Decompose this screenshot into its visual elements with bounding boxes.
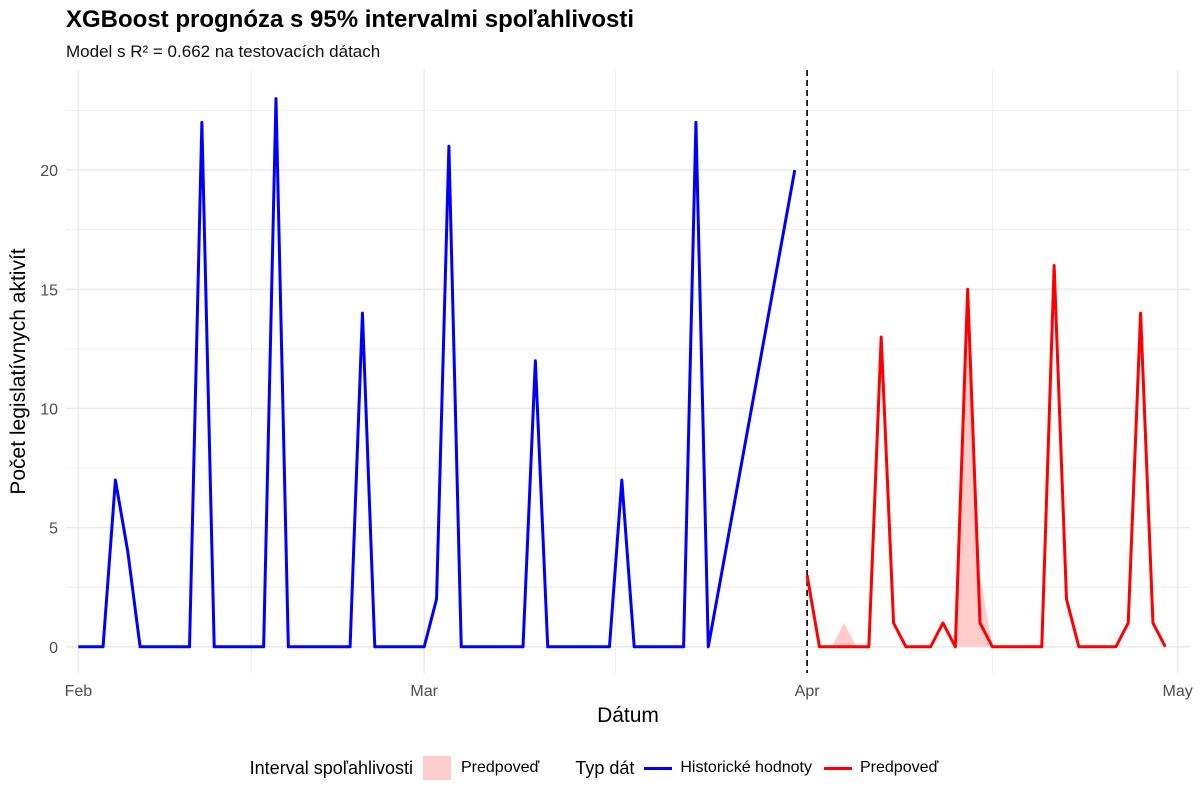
y-axis-title: Počet legislatívnych aktivít <box>7 248 30 494</box>
y-tick-label: 10 <box>40 401 58 418</box>
y-tick-label: 0 <box>49 640 58 657</box>
legend-interval-swatch <box>423 756 451 780</box>
legend-interval-label: Predpoveď <box>461 759 540 776</box>
x-tick-label: May <box>1163 683 1193 700</box>
legend-interval-title: Interval spoľahlivosti <box>249 757 413 778</box>
chart-title: XGBoost prognóza s 95% intervalmi spoľah… <box>66 6 635 33</box>
series-forecast-line <box>805 263 1167 649</box>
legend-forecast-swatch <box>824 766 852 770</box>
x-tick-label: Apr <box>795 683 821 700</box>
series-historical-line <box>78 97 797 649</box>
series-lines <box>78 97 1167 649</box>
legend-historical-swatch <box>644 766 673 770</box>
y-tick-label: 5 <box>49 521 58 538</box>
chart-subtitle: Model s R² = 0.662 na testovacích dátach <box>66 42 381 61</box>
legend-type-title: Typ dát <box>575 757 635 778</box>
x-tick-label: Mar <box>410 683 438 700</box>
x-tick-label: Feb <box>65 683 93 700</box>
legend-forecast-label: Predpoveď <box>860 759 939 776</box>
y-tick-label: 15 <box>40 282 58 299</box>
legend: Interval spoľahlivosti Predpoveď Typ dát… <box>0 752 1200 784</box>
x-axis-title: Dátum <box>597 704 659 727</box>
axis-ticks: 0 5 10 15 20 Feb Mar Apr May <box>40 163 1193 700</box>
y-tick-label: 20 <box>40 163 58 180</box>
legend-historical-label: Historické hodnoty <box>680 759 812 776</box>
chart-plot: 0 5 10 15 20 Feb Mar Apr May Dátum Počet legisla… <box>7 70 1193 727</box>
